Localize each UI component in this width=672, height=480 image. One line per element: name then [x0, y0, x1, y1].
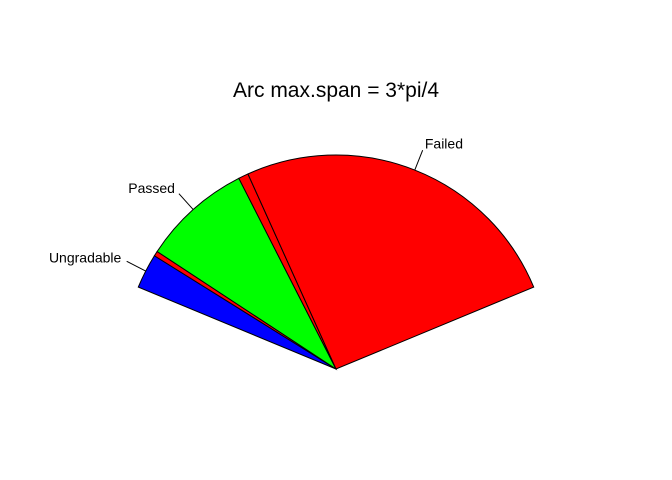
slice-labels: Ungradable Passed Failed	[49, 136, 463, 272]
slice-passed	[156, 177, 338, 371]
label-leader-ungradable	[126, 260, 146, 272]
label-leader-failed	[414, 149, 424, 171]
slice-label-ungradable: Ungradable	[49, 250, 122, 266]
slice-label-passed: Passed	[128, 180, 175, 196]
fan-slices	[137, 154, 535, 371]
slice-label-failed: Failed	[425, 136, 463, 152]
chart-title: Arc max.span = 3*pi/4	[233, 79, 439, 102]
label-leader-passed	[178, 193, 194, 210]
slice-failed	[247, 154, 535, 370]
